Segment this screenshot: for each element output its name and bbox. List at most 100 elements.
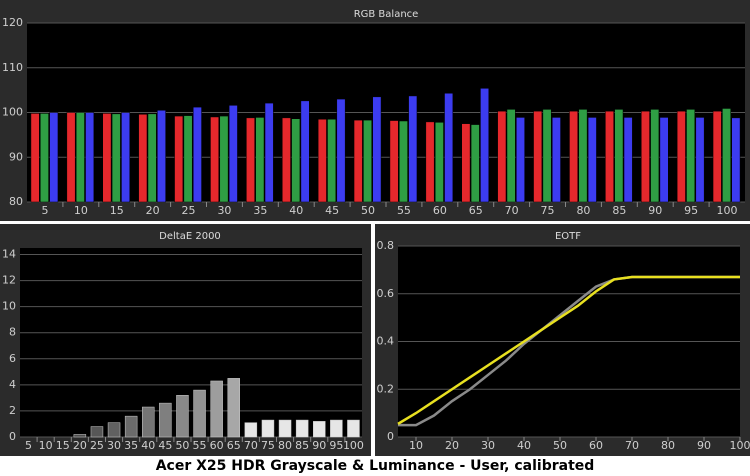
- x-tick-label: 40: [141, 439, 155, 452]
- y-tick-label: 120: [2, 16, 23, 29]
- bar: [281, 117, 291, 203]
- bar: [605, 110, 614, 203]
- bar: [300, 100, 310, 203]
- x-tick-label: 30: [217, 204, 231, 217]
- bar: [142, 406, 155, 438]
- bar: [255, 117, 265, 203]
- x-tick-label: 65: [227, 439, 241, 452]
- y-tick-label: 8: [9, 326, 16, 339]
- x-tick-label: 90: [648, 204, 662, 217]
- x-tick-label: 100: [343, 439, 364, 452]
- chart-title: DeltaE 2000: [159, 231, 221, 242]
- bar: [317, 118, 327, 203]
- bar: [147, 113, 157, 203]
- y-tick-label: 0.8: [377, 239, 395, 252]
- x-tick-label: 50: [361, 204, 375, 217]
- bar: [480, 88, 490, 203]
- bar: [246, 117, 255, 203]
- bar: [227, 378, 240, 438]
- x-tick-label: 80: [661, 439, 675, 452]
- x-tick-label: 85: [612, 204, 626, 217]
- y-tick-label: 12: [2, 274, 16, 287]
- x-tick-label: 30: [107, 439, 121, 452]
- bar: [695, 117, 705, 203]
- x-tick-label: 25: [182, 204, 196, 217]
- x-tick-label: 80: [278, 439, 292, 452]
- y-tick-label: 110: [2, 61, 23, 74]
- y-tick-label: 10: [2, 300, 16, 313]
- bar: [90, 426, 104, 438]
- bar: [516, 117, 525, 203]
- bar: [278, 419, 292, 438]
- bar: [551, 117, 561, 203]
- x-tick-label: 85: [295, 439, 309, 452]
- x-tick-label: 5: [41, 204, 48, 217]
- x-tick-label: 70: [625, 439, 639, 452]
- x-tick-label: 20: [445, 439, 459, 452]
- bar: [121, 112, 131, 203]
- bar: [264, 102, 274, 203]
- bar: [295, 419, 309, 438]
- y-tick-label: 6: [9, 352, 16, 365]
- bar: [640, 110, 650, 203]
- bar: [686, 109, 696, 203]
- x-tick-label: 60: [210, 439, 224, 452]
- x-tick-label: 70: [244, 439, 258, 452]
- bar: [408, 95, 418, 203]
- y-tick-label: 90: [9, 150, 23, 163]
- x-tick-label: 75: [541, 204, 555, 217]
- x-tick-label: 70: [505, 204, 519, 217]
- bar: [244, 422, 258, 438]
- bar: [578, 109, 588, 203]
- y-tick-label: 0.6: [377, 287, 395, 300]
- bar: [587, 117, 597, 203]
- x-tick-label: 25: [90, 439, 104, 452]
- bar: [614, 109, 624, 203]
- y-tick-label: 0.2: [377, 382, 395, 395]
- x-tick-label: 100: [730, 439, 750, 452]
- bar: [73, 434, 87, 438]
- bar: [444, 93, 454, 203]
- x-tick-label: 55: [397, 204, 411, 217]
- bar: [192, 106, 202, 203]
- chart-title: EOTF: [555, 231, 581, 242]
- x-tick-label: 10: [74, 204, 88, 217]
- bar: [174, 115, 184, 203]
- bar: [542, 109, 552, 203]
- x-tick-label: 95: [329, 439, 343, 452]
- bar: [533, 110, 543, 203]
- x-tick-label: 90: [312, 439, 326, 452]
- x-tick-label: 5: [25, 439, 32, 452]
- bar: [497, 110, 507, 203]
- bar: [712, 110, 722, 203]
- caption: Acer X25 HDR Grayscale & Luminance - Use…: [156, 458, 595, 474]
- bar: [434, 122, 444, 203]
- chart-title: RGB Balance: [354, 9, 419, 20]
- plot-area: [20, 248, 362, 437]
- bar: [372, 96, 382, 203]
- y-tick-label: 80: [9, 195, 23, 208]
- bar: [261, 419, 275, 438]
- x-tick-label: 30: [481, 439, 495, 452]
- x-tick-label: 60: [589, 439, 603, 452]
- bar: [176, 395, 189, 438]
- bar: [470, 124, 480, 203]
- bar: [291, 118, 301, 203]
- bar: [569, 110, 579, 203]
- bar: [66, 112, 76, 203]
- x-tick-label: 45: [158, 439, 172, 452]
- bar: [210, 380, 223, 438]
- bar: [40, 113, 49, 203]
- bar: [183, 115, 193, 203]
- bar: [425, 121, 435, 203]
- bar: [650, 109, 660, 203]
- y-tick-label: 14: [2, 248, 16, 261]
- x-tick-label: 10: [39, 439, 53, 452]
- bar: [85, 112, 95, 203]
- x-tick-label: 35: [124, 439, 138, 452]
- bar: [124, 415, 138, 438]
- y-tick-label: 0: [387, 430, 394, 443]
- x-tick-label: 35: [253, 204, 267, 217]
